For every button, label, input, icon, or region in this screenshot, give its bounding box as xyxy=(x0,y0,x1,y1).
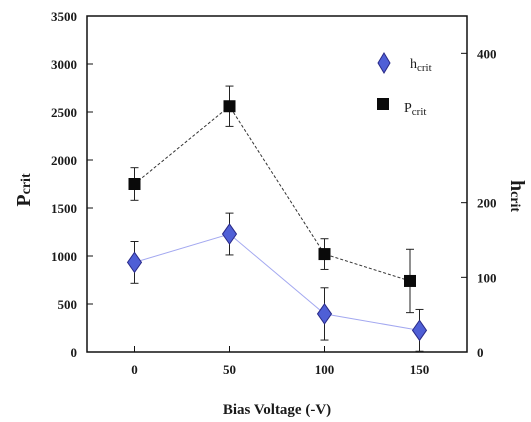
x-axis-title: Bias Voltage (-V) xyxy=(223,402,331,418)
y-right-axis-title: hcrit xyxy=(506,180,528,212)
y-left-tick-label: 2500 xyxy=(51,105,77,120)
series-markers xyxy=(126,100,428,342)
data-point-diamond xyxy=(316,303,333,325)
y-left-tick-label: 1500 xyxy=(51,201,77,216)
y-left-tick-label: 2000 xyxy=(51,153,77,168)
data-point-diamond xyxy=(411,319,428,342)
legend-square-marker xyxy=(377,98,389,110)
data-point-diamond xyxy=(126,251,143,274)
y-left-tick-label: 1000 xyxy=(51,249,77,264)
y-left-tick-label: 3000 xyxy=(51,57,77,72)
series-line-1 xyxy=(134,105,411,282)
data-point-square xyxy=(404,274,416,287)
legend-label-hcrit: hcrit xyxy=(410,57,432,74)
series-line-0 xyxy=(134,233,420,331)
error-bars xyxy=(130,85,424,352)
legend: hcrit Pcrit xyxy=(377,52,432,118)
x-tick-label: 150 xyxy=(410,362,430,377)
series-lines xyxy=(134,105,420,331)
ticks-layer: 0 50 100 1500500100015002000250030003500010… xyxy=(51,9,497,377)
y-right-tick-label: 0 xyxy=(477,345,484,360)
data-point-square xyxy=(318,248,331,261)
legend-diamond-marker xyxy=(377,52,391,74)
x-tick-label: 0 xyxy=(131,362,138,377)
y-left-tick-label: 500 xyxy=(58,297,78,312)
x-tick-label: 100 xyxy=(315,362,335,377)
y-right-tick-label: 100 xyxy=(477,270,497,285)
data-point-square xyxy=(223,100,236,113)
y-right-tick-label: 200 xyxy=(477,196,497,211)
y-left-axis-title: Pcrit xyxy=(13,173,35,207)
plot-frame xyxy=(86,15,468,353)
y-left-tick-label: 0 xyxy=(71,345,78,360)
y-right-tick-label: 400 xyxy=(477,46,497,61)
legend-label-pcrit: Pcrit xyxy=(404,101,426,118)
x-tick-label: 50 xyxy=(223,362,236,377)
data-point-square xyxy=(128,178,141,190)
data-point-diamond xyxy=(221,223,238,245)
y-left-tick-label: 3500 xyxy=(51,9,77,24)
